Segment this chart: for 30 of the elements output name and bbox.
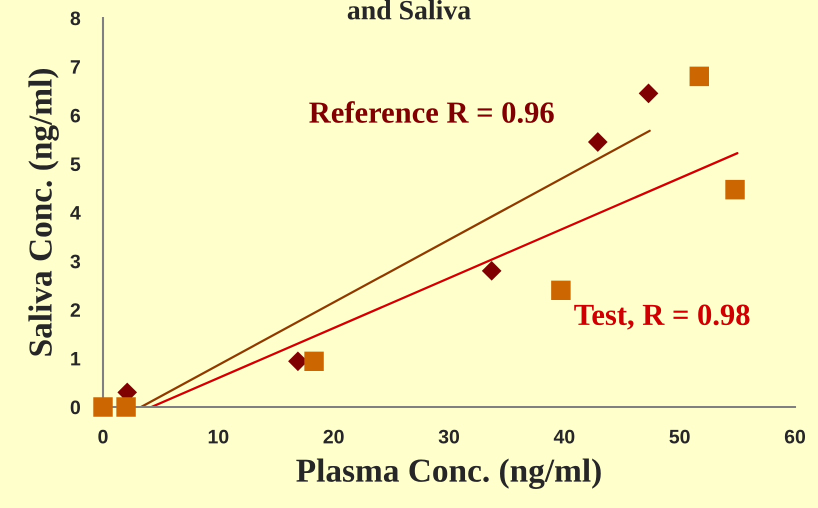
x-tick-label: 40 — [554, 430, 574, 444]
point — [482, 261, 502, 281]
chart-title: and Saliva — [348, 0, 471, 20]
point — [690, 66, 709, 86]
x-tick-label: 60 — [784, 430, 806, 444]
point — [93, 397, 113, 417]
point — [638, 84, 658, 104]
y-tick-label: 1 — [71, 352, 80, 366]
y-tick-label: 3 — [70, 254, 80, 268]
point — [116, 397, 136, 417]
x-tick-label: 50 — [669, 430, 690, 444]
y-tick-label: 8 — [70, 11, 80, 26]
point — [588, 132, 608, 152]
point — [551, 280, 571, 300]
y-tick-label: 7 — [70, 60, 80, 74]
y-tick-label: 6 — [70, 108, 80, 122]
x-tick-label: 0 — [98, 430, 108, 444]
x-axis-title: Plasma Conc. (ng/ml) — [296, 458, 601, 489]
y-tick-label: 0 — [70, 400, 80, 414]
x-tick-label: 10 — [208, 430, 228, 444]
annotation: Reference R = 0.96 — [309, 101, 554, 124]
y-axis-title: Saliva Conc. (ng/ml) — [28, 69, 59, 356]
annotation: Test, R = 0.98 — [574, 304, 750, 330]
y-tick-label: 2 — [70, 303, 80, 317]
point — [725, 180, 745, 200]
x-tick-label: 30 — [438, 430, 460, 444]
y-tick-label: 5 — [70, 158, 80, 172]
point — [304, 352, 324, 372]
x-tick-label: 20 — [324, 430, 344, 444]
y-tick-label: 4 — [70, 206, 81, 220]
